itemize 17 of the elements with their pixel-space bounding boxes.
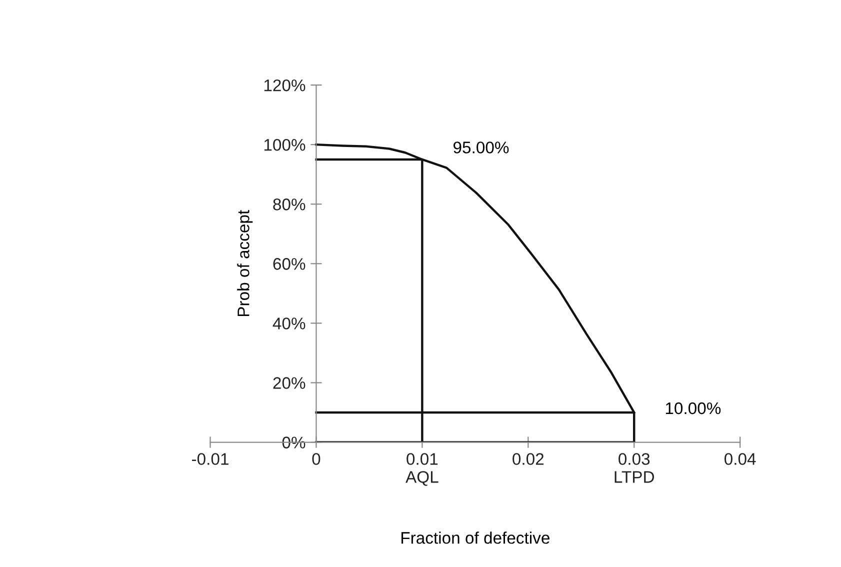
y-tick-label: 20% [273,377,306,389]
x-tick-label: 0.04 [724,453,756,465]
y-tick-label: 60% [273,258,306,270]
x-tick-label: 0.01 AQL [406,453,438,486]
y-tick-label: 100% [264,138,306,151]
y-axis-title: Prob of accept [237,210,253,316]
x-tick-label: 0 [312,453,320,465]
y-tick-label: 120% [264,79,306,92]
y-tick-label: 80% [273,198,306,210]
y-tick-label: 0% [282,436,306,448]
x-tick-label: 0.02 [512,453,544,465]
annotation: 10.00% [666,402,721,414]
x-tick-label: 0.03 LTPD [614,453,654,483]
x-axis-title: Fraction of defective [402,532,550,544]
annotation: 95.00% [454,142,509,154]
x-tick-label: -0.01 [192,453,228,465]
y-tick-label: 40% [272,318,306,330]
